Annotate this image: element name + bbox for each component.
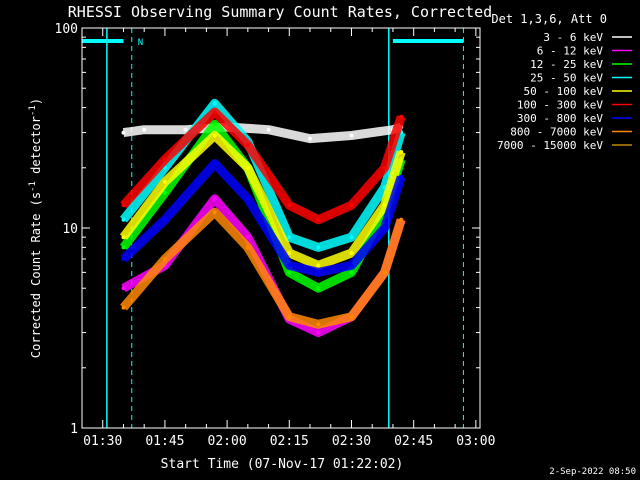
legend-label-5: 100 - 300 keV	[517, 99, 603, 112]
series-7-point-6	[349, 314, 354, 319]
legend-label-7: 800 - 7000 keV	[510, 126, 603, 139]
series-0-point-6	[349, 133, 354, 138]
ylabel-part-2: detector	[29, 116, 43, 181]
legend-label-0: 3 - 6 keV	[543, 31, 603, 44]
series-1-point-5	[316, 330, 321, 335]
series-4-point-4	[287, 251, 292, 255]
legend-label-1: 6 - 12 keV	[537, 45, 604, 58]
series-6-point-4	[287, 263, 292, 268]
y-tick-label-1: 10	[62, 222, 78, 237]
x-axis-label: Start Time (07-Nov-17 01:22:02)	[161, 457, 404, 472]
series-2-point-1	[162, 190, 167, 195]
axes: 1 10 100 01:30 01:45 02:00 02:15 02:30 02:45 03:0…	[55, 22, 496, 449]
series-5-point-8	[399, 114, 404, 119]
x-tick-label-1: 01:45	[145, 434, 184, 449]
series-7-point-5	[316, 322, 321, 327]
ylabel-part-4: )	[29, 98, 43, 105]
ylabel-part-1: -1	[28, 181, 38, 192]
series-7-point-0	[121, 305, 126, 310]
series-4-point-6	[349, 251, 354, 255]
x-tick-label-4: 02:30	[332, 434, 371, 449]
series-7-point-3	[245, 245, 250, 250]
legend-label-4: 50 - 100 keV	[524, 85, 604, 98]
series-3-point-6	[349, 235, 354, 240]
series-6-point-7	[382, 226, 387, 230]
series-6-point-1	[162, 217, 167, 222]
legend-label-8: 7000 - 15000 keV	[497, 139, 603, 152]
series-3-point-5	[316, 245, 321, 250]
series-5-point-0	[121, 203, 126, 208]
series-2-point-5	[316, 286, 321, 291]
x-tick-label-0: 01:30	[83, 434, 122, 449]
y-tick-label-0: 1	[70, 422, 78, 437]
series-7-point-8	[399, 217, 404, 222]
series-6-point-6	[349, 263, 354, 268]
series-5-point-6	[349, 203, 354, 208]
series-4-point-1	[162, 179, 167, 184]
chart-title: RHESSI Observing Summary Count Rates, Co…	[68, 3, 492, 21]
series-3-point-4	[287, 235, 292, 240]
x-tick-label-5: 02:45	[394, 434, 433, 449]
series-1-point-3	[245, 235, 250, 240]
series-2-point-2	[212, 122, 217, 127]
series-2-point-6	[349, 270, 354, 275]
legend-header: Det 1,3,6, Att 0	[491, 12, 607, 26]
plot-area	[119, 98, 406, 338]
series-4-point-5	[316, 263, 321, 268]
series-6-point-3	[245, 196, 250, 201]
ylabel-part-0: Corrected Count Rate (s	[29, 192, 43, 358]
series-3-point-2	[212, 101, 217, 106]
series-5-point-7	[382, 165, 387, 170]
series-1-point-2	[212, 196, 217, 201]
series-4-point-0	[121, 235, 126, 240]
y-axis-label: Corrected Count Rate (s-1 detector-1)	[28, 98, 43, 358]
legend-label-2: 12 - 25 keV	[530, 58, 603, 71]
series-5-point-4	[287, 203, 292, 208]
series-6-point-5	[316, 270, 321, 275]
series-5-point-2	[212, 110, 217, 114]
series-6-point-2	[212, 161, 217, 166]
series-line-0	[122, 122, 403, 144]
ylabel-part-3: -1	[28, 105, 38, 116]
series-1-point-0	[121, 286, 126, 291]
x-tick-label-6: 03:00	[456, 434, 495, 449]
series-0-point-2	[183, 127, 188, 132]
series-4-point-2	[212, 133, 217, 138]
series-6-point-8	[399, 174, 404, 179]
series-3-point-0	[121, 217, 126, 222]
y-tick-label-2: 100	[55, 22, 78, 37]
series-0-point-5	[308, 136, 312, 141]
eclipse-markers: N	[82, 28, 464, 428]
series-2-point-4	[287, 270, 292, 275]
series-0-point-0	[121, 130, 126, 135]
night-marker: N	[138, 38, 143, 48]
x-tick-label-3: 02:15	[270, 434, 309, 449]
series-4-point-3	[245, 165, 250, 170]
svg-text:Corrected Count Rate (s-1 dete: Corrected Count Rate (s-1 detector-1)	[28, 98, 43, 358]
series-2-point-0	[121, 245, 126, 250]
x-tick-label-2: 02:00	[208, 434, 247, 449]
legend-label-3: 25 - 50 keV	[530, 72, 603, 85]
series-4-point-7	[382, 203, 387, 208]
series-7-point-4	[287, 314, 292, 319]
series-7-point-2	[212, 210, 217, 215]
series-4-point-8	[399, 150, 404, 154]
series-5-point-1	[162, 157, 167, 162]
series-0-point-4	[266, 127, 271, 132]
series-5-point-3	[245, 143, 250, 147]
series-6-point-0	[121, 257, 126, 261]
series-5-point-5	[316, 217, 321, 222]
series-0-point-1	[142, 127, 147, 132]
legend-label-6: 300 - 800 keV	[517, 112, 603, 125]
series-7-point-7	[382, 270, 387, 275]
series-7-point-1	[162, 257, 167, 261]
timestamp: 2-Sep-2022 08:50	[549, 467, 636, 477]
